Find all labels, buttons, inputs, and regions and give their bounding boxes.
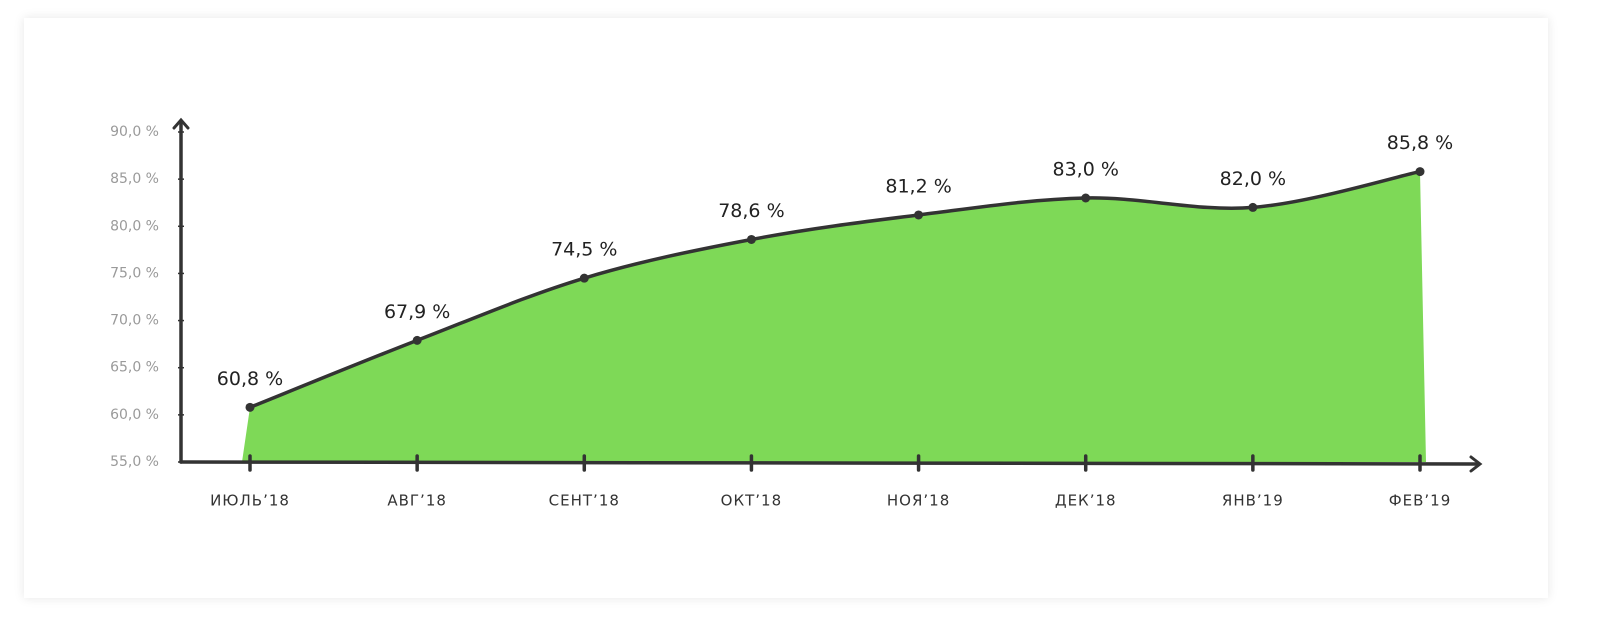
y-tick-label: 60,0 %: [110, 407, 159, 423]
data-point: [1081, 193, 1091, 203]
value-label: 83,0 %: [1053, 159, 1119, 181]
y-tick-label: 85,0 %: [110, 171, 159, 187]
data-point: [1415, 167, 1425, 177]
x-tick-label: АВГ’18: [387, 492, 447, 510]
x-tick-label: ФЕВ’19: [1389, 492, 1452, 510]
x-tick-label: ОКТ’18: [721, 492, 782, 510]
area-layer: [242, 171, 1426, 462]
y-tick-label: 70,0 %: [110, 313, 159, 329]
value-label: 74,5 %: [551, 239, 617, 261]
y-tick-label: 75,0 %: [110, 265, 159, 281]
data-point: [245, 402, 255, 412]
value-label: 60,8 %: [217, 368, 283, 390]
x-tick-label: ЯНВ’19: [1222, 492, 1284, 510]
value-label: 81,2 %: [885, 175, 951, 197]
area: [242, 171, 1426, 462]
x-tick-label: НОЯ’18: [887, 492, 950, 510]
value-label: 67,9 %: [384, 301, 450, 323]
y-axis-arrow: [172, 117, 190, 130]
data-point: [746, 234, 756, 244]
y-tick-label: 55,0 %: [110, 454, 159, 470]
data-point: [914, 210, 924, 220]
data-point: [1248, 202, 1258, 212]
x-tick-label: ИЮЛЬ’18: [210, 492, 290, 510]
y-tick-label: 90,0 %: [110, 124, 159, 140]
x-tick-label: ДЕК’18: [1055, 492, 1117, 510]
y-tick-label: 65,0 %: [110, 360, 159, 376]
x-axis: [179, 460, 1480, 466]
x-tick-label: СЕНТ’18: [549, 492, 620, 510]
line: [248, 169, 1422, 410]
value-label: 82,0 %: [1220, 168, 1286, 190]
data-point: [579, 273, 589, 283]
value-label: 78,6 %: [718, 200, 784, 222]
y-tick-label: 80,0 %: [110, 218, 159, 234]
value-label: 85,8 %: [1387, 132, 1453, 154]
x-axis-arrow: [1469, 455, 1483, 473]
data-point: [412, 335, 422, 345]
